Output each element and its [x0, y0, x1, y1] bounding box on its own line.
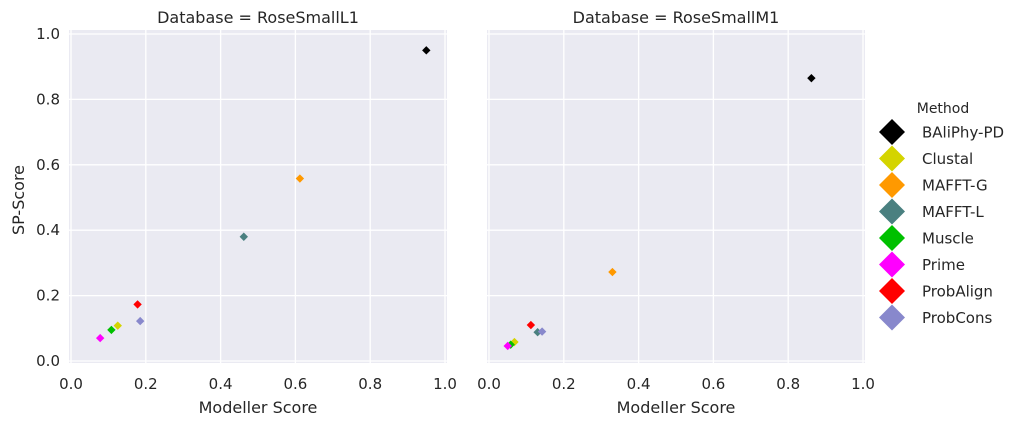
point-clustal	[113, 321, 122, 330]
x-tick-label: 1.0	[851, 375, 875, 393]
point-mafft-g	[295, 174, 305, 183]
legend-marker	[879, 198, 905, 225]
x-axis-label: Modeller Score	[199, 398, 318, 417]
x-tick-label: 0.0	[59, 375, 83, 393]
legend-label: Prime	[922, 256, 965, 274]
x-tick-label: 0.8	[358, 375, 382, 393]
x-tick-label: 0.4	[209, 375, 233, 393]
y-tick-label: 0.4	[36, 221, 60, 239]
legend-marker	[879, 145, 905, 172]
legend-label: Muscle	[922, 230, 974, 248]
point-probcons	[135, 316, 145, 326]
y-tick-label: 1.0	[36, 25, 60, 43]
point-probcons	[537, 327, 547, 336]
legend: Method BAliPhy-PD Clustal MAFFT-G MAFFT-L Mus…	[879, 101, 1004, 331]
point-muscle	[107, 325, 116, 335]
legend-marker	[879, 225, 905, 251]
legend-marker	[879, 278, 905, 304]
legend-marker	[879, 172, 905, 198]
panel-2: 0.0 0.2 0.4 0.6 0.8 1.0 Database = RoseSmallM1…	[477, 8, 875, 417]
y-tick-label: 0.6	[36, 156, 60, 174]
x-axis-label: Modeller Score	[617, 398, 736, 417]
panel-1: 0.0 0.2 0.4 0.6 0.8 1.0 0.0 0.2 0.4 0.6 0.8 1.0 Data…	[36, 8, 457, 417]
x-tick-label: 0.6	[701, 375, 725, 393]
point-baliphy-pd	[807, 73, 816, 83]
plot-background	[487, 30, 865, 363]
legend-label: BAliPhy-PD	[922, 124, 1004, 142]
point-prime	[95, 333, 105, 343]
x-tick-label: 0.8	[776, 375, 800, 393]
x-tick-label: 0.0	[477, 375, 501, 393]
x-tick-label: 0.2	[552, 375, 576, 393]
y-axis-label: SP-Score	[9, 165, 28, 235]
legend-marker	[879, 119, 905, 145]
panel-title: Database = RoseSmallM1	[573, 8, 780, 27]
point-probalign	[526, 320, 536, 330]
legend-marker	[879, 304, 905, 331]
legend-label: ProbCons	[922, 309, 992, 327]
legend-label: MAFFT-G	[922, 177, 988, 195]
legend-label: Clustal	[922, 150, 973, 168]
x-tick-label: 0.6	[283, 375, 307, 393]
x-tick-label: 0.4	[627, 375, 651, 393]
point-probalign	[133, 300, 142, 309]
plot-background	[69, 30, 447, 363]
x-tick-label: 0.2	[134, 375, 158, 393]
point-baliphy-pd	[422, 46, 431, 55]
y-tick-label: 0.0	[36, 352, 60, 370]
legend-title: Method	[917, 101, 970, 117]
legend-marker	[879, 251, 905, 278]
point-mafft-g	[608, 267, 617, 277]
x-tick-label: 1.0	[433, 375, 457, 393]
point-mafft-l	[239, 232, 248, 241]
panel-title: Database = RoseSmallL1	[157, 8, 359, 27]
legend-label: MAFFT-L	[922, 203, 984, 221]
legend-label: ProbAlign	[922, 283, 993, 301]
point-prime	[503, 341, 512, 351]
y-tick-label: 0.2	[36, 287, 60, 305]
y-tick-label: 0.8	[36, 90, 60, 108]
